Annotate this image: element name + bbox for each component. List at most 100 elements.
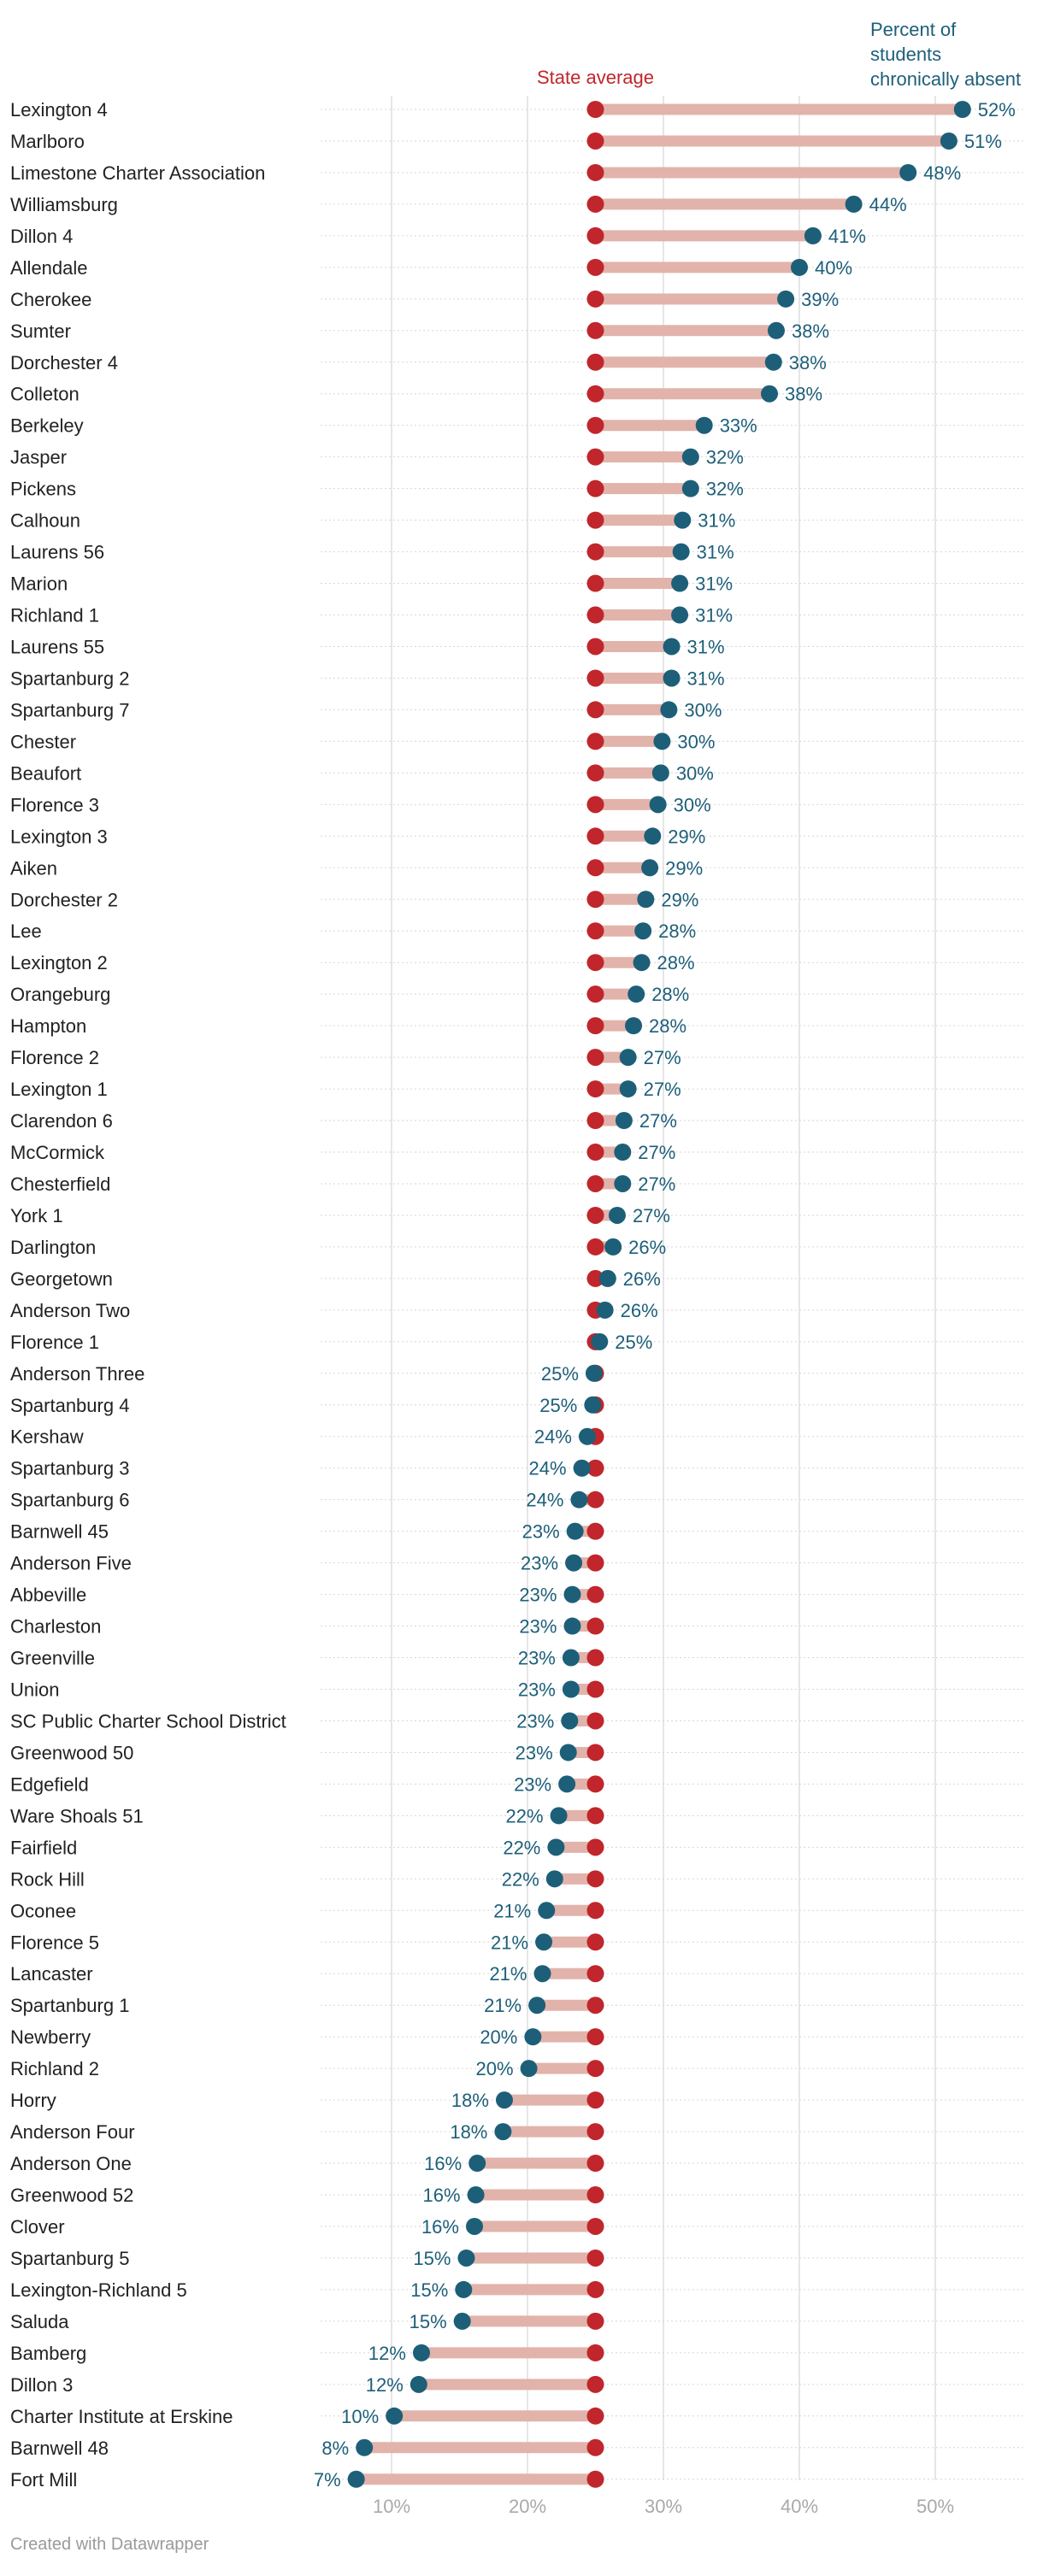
district-dot — [563, 1617, 581, 1635]
district-dot — [653, 732, 671, 750]
district-name: Limestone Charter Association — [10, 162, 265, 184]
legend: State average Percent of students chronica… — [537, 19, 1021, 90]
state-average-dot — [586, 479, 604, 497]
district-dot — [660, 701, 678, 719]
district-dot — [561, 1712, 579, 1730]
value-label: 15% — [410, 2311, 447, 2332]
state-average-dot — [586, 764, 604, 782]
district-dot — [585, 1364, 603, 1382]
value-label: 12% — [368, 2343, 406, 2364]
value-label: 22% — [506, 1805, 544, 1826]
district-name: Calhoun — [10, 510, 80, 532]
district-name: Cherokee — [10, 289, 91, 310]
legend-percent-absent-line: chronically absent — [870, 68, 1021, 90]
state-average-dot — [586, 1870, 604, 1888]
state-average-dot — [586, 2217, 604, 2235]
legend-percent-absent-line: students — [870, 44, 941, 65]
value-label: 31% — [697, 542, 734, 563]
district-dot — [681, 448, 699, 466]
district-name: Anderson Two — [10, 1300, 130, 1321]
district-name: Fort Mill — [10, 2469, 77, 2491]
value-label: 24% — [526, 1490, 563, 1511]
district-name: Horry — [10, 2090, 56, 2111]
district-dot — [558, 1775, 576, 1793]
value-label: 48% — [923, 162, 961, 184]
district-dot — [671, 574, 689, 592]
value-label: 15% — [413, 2248, 451, 2269]
state-average-dot — [586, 1112, 604, 1130]
district-name: Richland 2 — [10, 2058, 99, 2079]
district-dot — [649, 796, 667, 814]
state-average-dot — [586, 2123, 604, 2141]
district-name: Charter Institute at Erskine — [10, 2406, 233, 2427]
state-average-dot — [586, 1554, 604, 1572]
state-average-dot — [586, 1459, 604, 1477]
value-label: 25% — [615, 1332, 652, 1353]
value-label: 23% — [516, 1742, 553, 1763]
district-dot — [570, 1491, 588, 1509]
district-name: McCormick — [10, 1142, 105, 1163]
value-label: 31% — [687, 636, 725, 657]
state-average-dot — [586, 448, 604, 466]
district-name: Berkeley — [10, 415, 84, 437]
state-average-dot — [586, 1649, 604, 1667]
value-label: 31% — [698, 510, 735, 532]
value-label: 31% — [695, 573, 733, 595]
district-dot — [663, 669, 681, 687]
district-dot — [584, 1396, 602, 1414]
district-name: Marlboro — [10, 131, 85, 152]
district-name: Georgetown — [10, 1268, 113, 1290]
state-average-dot — [586, 1933, 604, 1951]
district-name: Greenville — [10, 1648, 95, 1669]
value-label: 23% — [519, 1585, 557, 1606]
district-dot — [604, 1238, 622, 1256]
value-label: 22% — [502, 1868, 539, 1890]
state-average-dot — [586, 796, 604, 814]
value-label: 24% — [534, 1426, 572, 1448]
district-dot — [761, 385, 779, 403]
legend-state-average: State average — [537, 67, 654, 88]
state-average-dot — [586, 827, 604, 845]
district-name: Union — [10, 1679, 59, 1701]
district-dot — [674, 511, 692, 529]
district-dot — [562, 1680, 580, 1698]
state-average-dot — [586, 101, 604, 118]
district-name: Barnwell 48 — [10, 2438, 109, 2459]
district-dot — [410, 2375, 427, 2393]
state-average-dot — [586, 1491, 604, 1509]
district-dot — [608, 1206, 626, 1224]
value-label: 31% — [695, 605, 733, 626]
district-name: Greenwood 52 — [10, 2185, 133, 2206]
district-dot — [524, 2028, 542, 2046]
district-name: Newberry — [10, 2026, 91, 2048]
value-label: 23% — [518, 1648, 556, 1669]
district-dot — [598, 1269, 616, 1287]
value-label: 38% — [789, 352, 827, 373]
district-name: Charleston — [10, 1616, 101, 1638]
value-label: 27% — [638, 1173, 675, 1195]
row-labels: Lexington 4 52% Marlboro 51% Limestone Chart… — [10, 99, 1016, 2491]
district-dot — [614, 1144, 632, 1162]
district-name: Aiken — [10, 857, 57, 879]
state-average-dot — [586, 1617, 604, 1635]
district-dot — [804, 226, 822, 244]
state-average-dot — [586, 1049, 604, 1067]
value-label: 31% — [687, 668, 725, 689]
district-name: Edgefield — [10, 1773, 89, 1795]
district-dot — [578, 1427, 596, 1445]
x-tick-label: 30% — [645, 2496, 682, 2517]
state-average-dot — [586, 321, 604, 339]
state-average-dot — [586, 638, 604, 656]
state-average-dot — [586, 1080, 604, 1098]
value-label: 23% — [521, 1553, 558, 1574]
district-name: Spartanburg 3 — [10, 1458, 129, 1479]
district-name: Anderson One — [10, 2153, 132, 2174]
state-average-dot — [586, 2470, 604, 2488]
state-average-dot — [586, 2438, 604, 2456]
state-average-dot — [586, 1680, 604, 1698]
district-dot — [619, 1080, 637, 1098]
district-name: Florence 2 — [10, 1047, 99, 1068]
value-label: 24% — [529, 1458, 567, 1479]
district-name: Florence 1 — [10, 1332, 99, 1353]
